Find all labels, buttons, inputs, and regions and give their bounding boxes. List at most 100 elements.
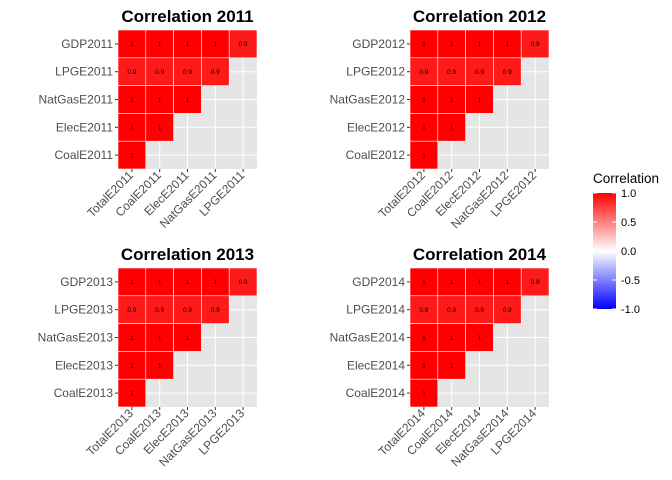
cell-value-label: 1 bbox=[450, 363, 454, 370]
cell-value-label: 1 bbox=[422, 363, 426, 370]
cell-value-label: 0.9 bbox=[447, 69, 456, 76]
cell-value-label: 1 bbox=[158, 335, 162, 342]
cell-value-label: 1 bbox=[130, 125, 134, 132]
heatmap-cell bbox=[117, 295, 147, 324]
y-tick-label: CoalE2012 bbox=[346, 148, 406, 162]
heatmap-cell bbox=[409, 140, 439, 170]
y-tick-label: CoalE2013 bbox=[54, 386, 114, 400]
heatmap-cell bbox=[173, 85, 202, 114]
heatmap-cell bbox=[145, 295, 174, 324]
legend-tick-label: 1.0 bbox=[621, 188, 636, 200]
y-tick-label: LPGE2013 bbox=[54, 303, 113, 317]
heatmap-cell bbox=[465, 295, 494, 324]
y-tick-label: ElecE2012 bbox=[347, 120, 405, 134]
cell-value-label: 1 bbox=[505, 41, 509, 48]
cell-value-label: 1 bbox=[158, 363, 162, 370]
cell-value-label: 0.9 bbox=[239, 279, 248, 286]
heatmap-cell bbox=[465, 267, 494, 297]
panel-title: Correlation 2011 bbox=[121, 7, 253, 26]
y-tick-label: ElecE2013 bbox=[55, 358, 113, 372]
cell-value-label: 1 bbox=[158, 97, 162, 104]
cell-value-label: 1 bbox=[450, 335, 454, 342]
cell-value-label: 0.9 bbox=[183, 69, 192, 76]
cell-value-label: 1 bbox=[186, 279, 190, 286]
heatmap-cell bbox=[493, 295, 522, 324]
heatmap-cell bbox=[465, 323, 494, 352]
cell-value-label: 0.9 bbox=[475, 69, 484, 76]
heatmap-panel: Correlation 2013 1 1 1 1 0.9 0.9 0.9 0.9 0.9 1 1 1 1 1… bbox=[38, 245, 258, 469]
cell-value-label: 0.9 bbox=[127, 69, 136, 76]
heatmap-cell bbox=[437, 29, 466, 59]
cell-value-label: 1 bbox=[422, 41, 426, 48]
cell-value-label: 1 bbox=[422, 97, 426, 104]
heatmap-cell bbox=[409, 295, 439, 324]
y-tick-label: CoalE2014 bbox=[346, 386, 406, 400]
cell-value-label: 0.9 bbox=[475, 307, 484, 314]
y-tick-label: GDP2014 bbox=[352, 275, 405, 289]
heatmap-cell bbox=[437, 295, 466, 324]
heatmap-panel: Correlation 2014 1 1 1 1 0.9 0.9 0.9 0.9 0.9 1 1 1 1 1… bbox=[330, 245, 550, 469]
heatmap-cell bbox=[117, 323, 147, 352]
legend-tick-label: 0.0 bbox=[621, 246, 636, 258]
heatmap-cell bbox=[173, 29, 202, 59]
cell-value-label: 0.9 bbox=[419, 69, 428, 76]
heatmap-cell bbox=[201, 267, 230, 297]
heatmap-cell bbox=[117, 267, 147, 297]
cell-value-label: 1 bbox=[186, 41, 190, 48]
heatmap-cell bbox=[145, 57, 174, 86]
cell-value-label: 1 bbox=[450, 279, 454, 286]
heatmap-cell bbox=[117, 351, 147, 380]
heatmap-cell bbox=[409, 113, 439, 142]
y-tick-label: LPGE2012 bbox=[346, 65, 405, 79]
y-tick-label: CoalE2011 bbox=[55, 148, 114, 162]
cell-value-label: 1 bbox=[186, 97, 190, 104]
heatmap-cell bbox=[493, 57, 522, 86]
heatmap-cell bbox=[201, 295, 230, 324]
cell-value-label: 1 bbox=[130, 41, 134, 48]
y-tick-label: NatGasE2014 bbox=[330, 331, 406, 345]
heatmap-cell bbox=[145, 113, 174, 142]
y-tick-label: ElecE2014 bbox=[347, 358, 405, 372]
heatmap-cell bbox=[228, 267, 258, 297]
cell-value-label: 1 bbox=[422, 390, 426, 397]
cell-value-label: 1 bbox=[130, 390, 134, 397]
heatmap-cell bbox=[228, 29, 258, 59]
heatmap-panels: Correlation 2011 1 1 1 1 0.9 0.9 0.9 0.9 0.9 1 1 1 1 1… bbox=[38, 7, 550, 469]
cell-value-label: 1 bbox=[130, 279, 134, 286]
cell-value-label: 1 bbox=[158, 279, 162, 286]
heatmap-cell bbox=[201, 57, 230, 86]
cell-value-label: 1 bbox=[130, 335, 134, 342]
y-tick-label: GDP2011 bbox=[61, 37, 113, 51]
cell-value-label: 1 bbox=[213, 279, 217, 286]
cell-value-label: 1 bbox=[422, 152, 426, 159]
cell-value-label: 1 bbox=[505, 279, 509, 286]
heatmap-cell bbox=[520, 267, 550, 297]
cell-value-label: 1 bbox=[450, 125, 454, 132]
color-legend: Correlation 1.0 0.5 0.0 -0.5 -1.0 bbox=[593, 171, 659, 316]
heatmap-cell bbox=[173, 267, 202, 297]
cell-value-label: 0.9 bbox=[503, 307, 512, 314]
cell-value-label: 1 bbox=[158, 125, 162, 132]
cell-value-label: 1 bbox=[478, 279, 482, 286]
cell-value-label: 1 bbox=[450, 97, 454, 104]
cell-value-label: 0.9 bbox=[419, 307, 428, 314]
cell-value-label: 0.9 bbox=[211, 69, 220, 76]
heatmap-cell bbox=[409, 351, 439, 380]
heatmap-cell bbox=[145, 351, 174, 380]
y-tick-label: ElecE2011 bbox=[56, 120, 113, 134]
heatmap-panel: Correlation 2011 1 1 1 1 0.9 0.9 0.9 0.9 0.9 1 1 1 1 1… bbox=[39, 7, 258, 231]
cell-value-label: 0.9 bbox=[531, 279, 540, 286]
y-tick-label: NatGasE2013 bbox=[38, 331, 114, 345]
legend-colorbar bbox=[593, 193, 616, 309]
y-tick-label: NatGasE2011 bbox=[39, 93, 114, 107]
cell-value-label: 0.9 bbox=[127, 307, 136, 314]
cell-value-label: 0.9 bbox=[503, 69, 512, 76]
legend-title: Correlation bbox=[593, 171, 659, 186]
cell-value-label: 0.9 bbox=[447, 307, 456, 314]
heatmap-panel: Correlation 2012 1 1 1 1 0.9 0.9 0.9 0.9 0.9 1 1 1 1 1… bbox=[330, 7, 550, 231]
heatmap-cell bbox=[173, 323, 202, 352]
cell-value-label: 0.9 bbox=[155, 307, 164, 314]
y-tick-label: GDP2013 bbox=[60, 275, 113, 289]
cell-value-label: 0.9 bbox=[239, 41, 248, 48]
heatmap-cell bbox=[520, 29, 550, 59]
